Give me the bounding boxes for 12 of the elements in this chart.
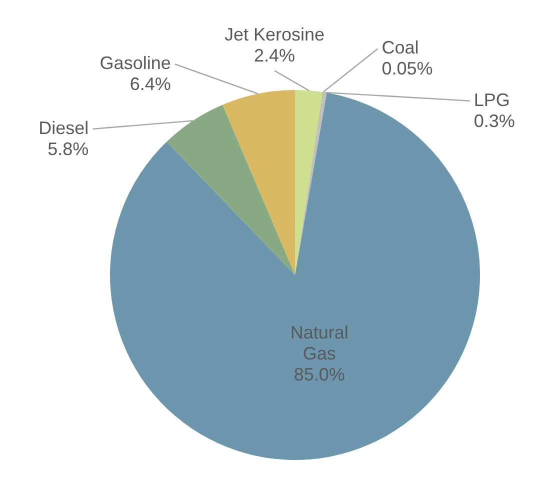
slice-label: Coal [382,38,419,58]
slice-label: LPG [474,90,510,110]
data-label: 0.3% [474,110,515,131]
slice-label: Jet Kerosine [224,24,325,45]
data-label: 2.4% [254,46,296,66]
slice-label: Gasoline [100,53,171,74]
data-label: 0.05% [382,58,433,79]
slice-label: Natural Gas [290,322,348,364]
data-label: 5.8% [48,138,89,159]
data-label: 85.0% [294,364,345,385]
data-label: 6.4% [130,74,171,94]
slice-label: Diesel [38,118,89,138]
